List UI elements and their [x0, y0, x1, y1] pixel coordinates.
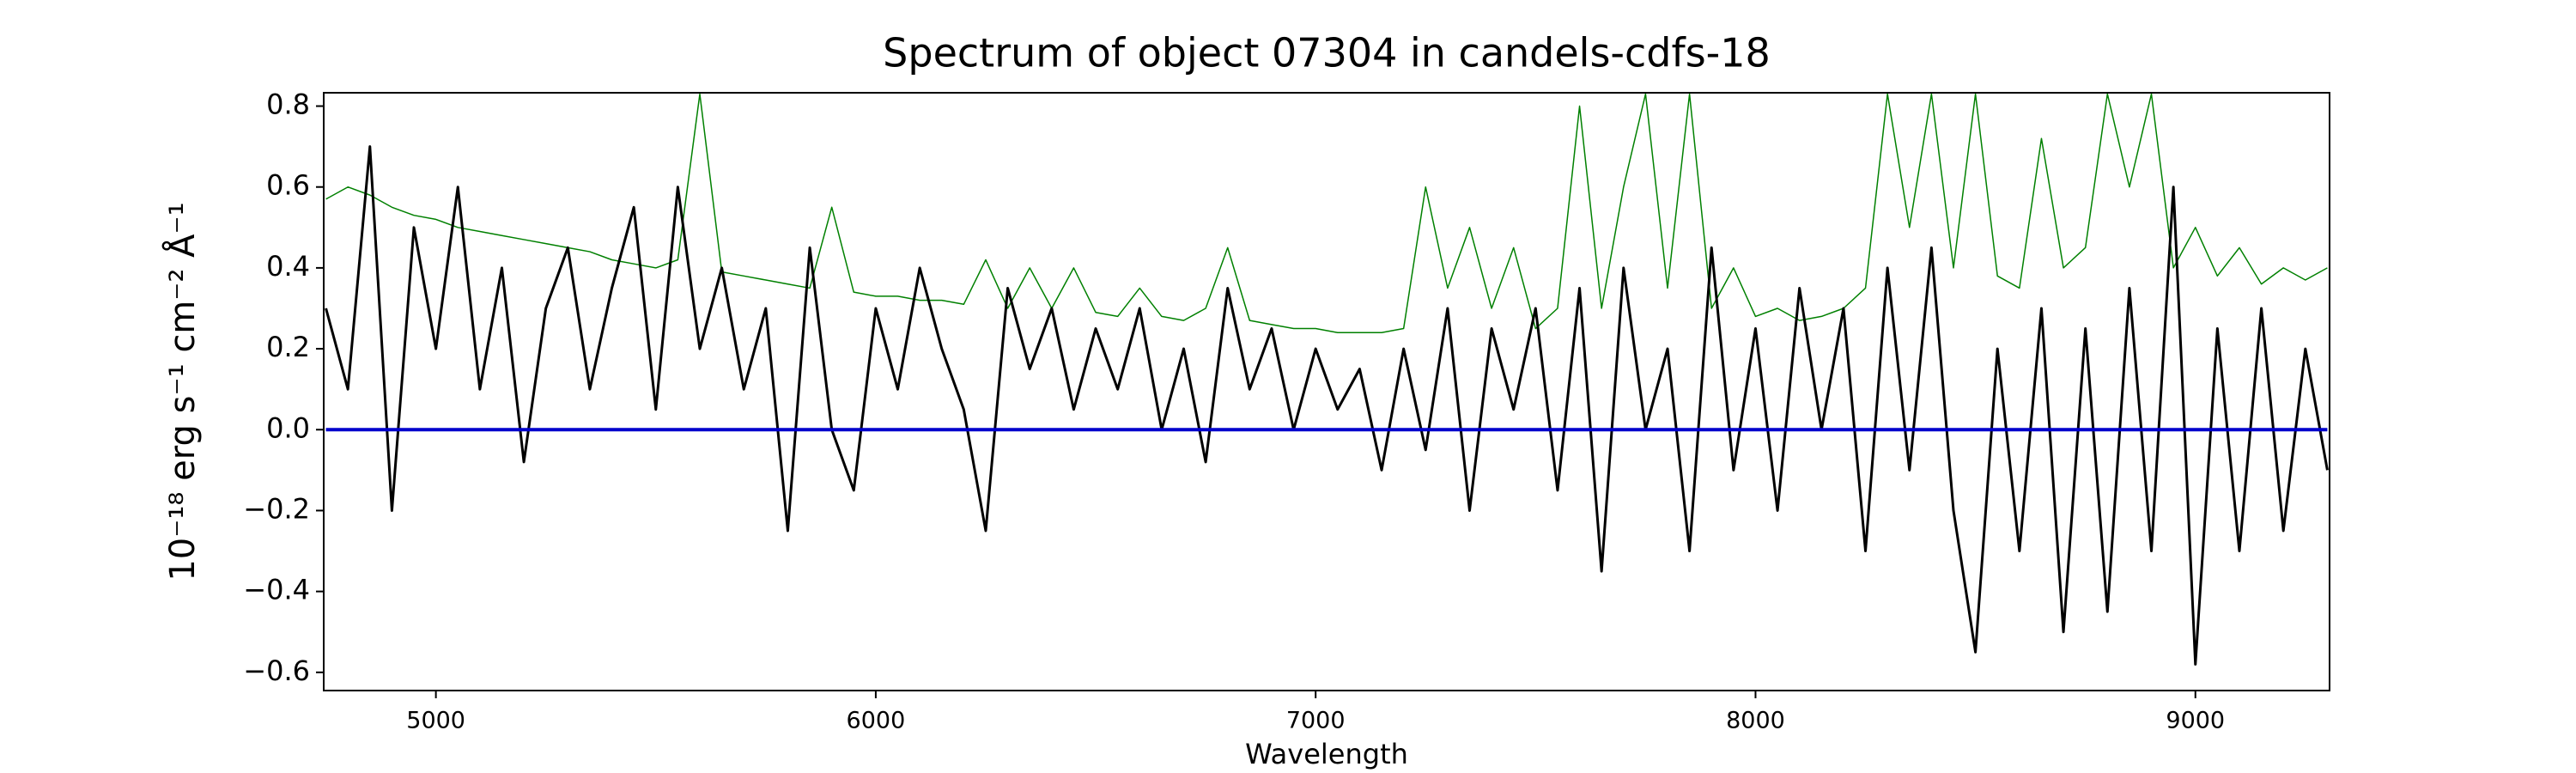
plot-frame — [323, 92, 2330, 691]
y-tick-label: 0.0 — [266, 411, 310, 444]
spectrum-line — [325, 93, 2328, 333]
y-tick-label: −0.6 — [243, 654, 310, 687]
x-tick-label: 9000 — [2166, 708, 2225, 734]
y-tick-label: −0.4 — [243, 574, 310, 606]
x-axis-label: Wavelength — [1245, 738, 1408, 770]
spectrum-line — [325, 145, 2329, 666]
y-tick-label: −0.2 — [243, 492, 310, 525]
plot-area — [325, 93, 2329, 666]
y-tick-label: 0.2 — [266, 331, 310, 363]
x-tick-label: 8000 — [1726, 708, 1785, 734]
y-tick-label: 0.4 — [266, 250, 310, 283]
y-axis-label: 10⁻¹⁸ erg s⁻¹ cm⁻² Å⁻¹ — [161, 202, 203, 581]
chart-title: Spectrum of object 07304 in candels-cdfs… — [883, 30, 1771, 76]
x-tick-label: 7000 — [1286, 708, 1346, 734]
y-tick-label: 0.6 — [266, 169, 310, 202]
y-tick-label: 0.8 — [266, 88, 310, 121]
x-tick-label: 6000 — [847, 708, 906, 734]
x-tick-label: 5000 — [406, 708, 465, 734]
